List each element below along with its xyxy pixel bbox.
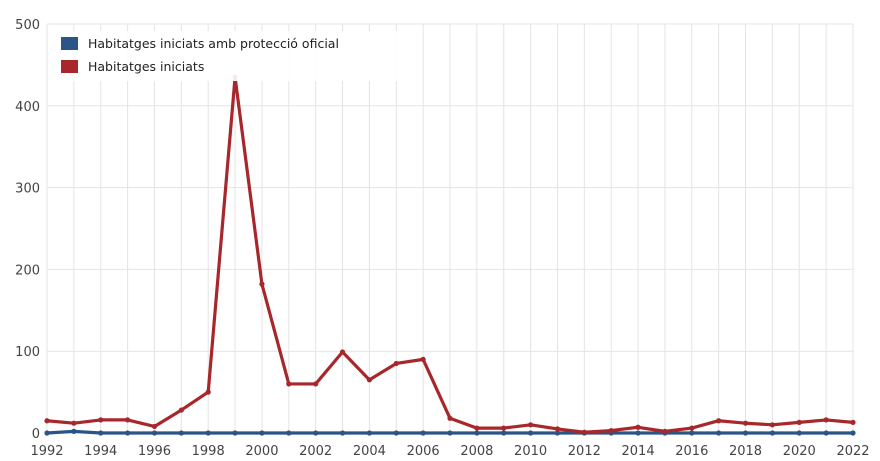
x-tick-label: 2008 <box>460 444 493 457</box>
data-point[interactable] <box>178 430 184 436</box>
data-point[interactable] <box>259 281 265 287</box>
data-point[interactable] <box>850 430 856 436</box>
x-tick-label: 2016 <box>675 444 708 457</box>
x-tick-label: 2010 <box>514 444 547 457</box>
data-point[interactable] <box>44 430 50 436</box>
data-point[interactable] <box>742 430 749 436</box>
data-point[interactable] <box>554 426 561 432</box>
x-tick-label: 2022 <box>836 444 869 457</box>
data-point[interactable] <box>98 417 104 423</box>
data-point[interactable] <box>796 419 802 425</box>
legend-background <box>54 31 399 81</box>
x-tick-label: 2002 <box>299 444 332 457</box>
x-tick-label: 2020 <box>783 444 816 457</box>
data-point[interactable] <box>528 422 534 428</box>
legend-swatch[interactable] <box>61 60 78 73</box>
legend-swatch[interactable] <box>61 37 78 50</box>
series-0 <box>44 428 856 436</box>
data-point[interactable] <box>313 430 319 436</box>
data-point[interactable] <box>393 430 399 436</box>
data-point[interactable] <box>151 430 158 436</box>
series-lines <box>44 74 856 436</box>
y-tick-label: 100 <box>15 345 40 360</box>
data-point[interactable] <box>125 417 131 423</box>
legend-label[interactable]: Habitatges iniciats <box>88 59 204 74</box>
data-point[interactable] <box>339 430 346 436</box>
data-point[interactable] <box>205 430 211 436</box>
legend: Habitatges iniciats amb protecció oficia… <box>54 31 399 81</box>
y-tick-label: 300 <box>15 182 40 197</box>
x-tick-label: 1998 <box>192 444 225 457</box>
data-point[interactable] <box>850 419 856 425</box>
x-tick-label: 1994 <box>84 444 117 457</box>
data-point[interactable] <box>742 420 749 426</box>
x-tick-label: 2006 <box>407 444 440 457</box>
data-point[interactable] <box>339 349 346 355</box>
data-point[interactable] <box>71 420 77 426</box>
data-point[interactable] <box>286 430 292 436</box>
x-tick-label: 2004 <box>353 444 386 457</box>
legend-box: Habitatges iniciats amb protecció oficia… <box>54 31 399 81</box>
x-tick-label: 1996 <box>138 444 171 457</box>
data-point[interactable] <box>501 430 507 436</box>
data-point[interactable] <box>769 430 776 436</box>
x-tick-label: 2018 <box>729 444 762 457</box>
data-point[interactable] <box>286 381 292 387</box>
data-point[interactable] <box>366 377 372 383</box>
data-point[interactable] <box>474 430 480 436</box>
y-tick-label: 400 <box>15 100 40 115</box>
data-point[interactable] <box>716 430 722 436</box>
x-tick-label: 2000 <box>245 444 278 457</box>
data-point[interactable] <box>635 424 641 430</box>
data-point[interactable] <box>447 430 453 436</box>
data-point[interactable] <box>366 430 372 436</box>
grid <box>46 23 854 434</box>
data-point[interactable] <box>393 360 399 367</box>
data-point[interactable] <box>205 389 211 395</box>
data-point[interactable] <box>420 356 426 362</box>
data-point[interactable] <box>447 415 453 421</box>
data-point[interactable] <box>716 418 722 424</box>
data-point[interactable] <box>178 407 184 413</box>
data-point[interactable] <box>259 430 265 436</box>
data-point[interactable] <box>581 429 587 435</box>
data-point[interactable] <box>44 418 50 424</box>
y-tick-label: 500 <box>15 18 40 33</box>
axes: 0 100 200 300 400 500 1992 1994 1996 1998 2000 2002… <box>15 18 869 459</box>
data-point[interactable] <box>608 427 614 434</box>
data-point[interactable] <box>501 425 507 431</box>
data-point[interactable] <box>796 430 802 436</box>
data-point[interactable] <box>528 430 534 436</box>
data-point[interactable] <box>98 430 104 436</box>
data-point[interactable] <box>474 425 480 431</box>
data-point[interactable] <box>71 428 77 434</box>
legend-label[interactable]: Habitatges iniciats amb protecció oficia… <box>88 36 339 51</box>
data-point[interactable] <box>420 430 426 436</box>
data-point[interactable] <box>689 425 695 431</box>
data-point[interactable] <box>554 430 561 436</box>
y-tick-label: 0 <box>32 427 40 442</box>
data-point[interactable] <box>151 423 158 430</box>
data-point[interactable] <box>823 417 829 423</box>
x-tick-label: 2014 <box>622 444 655 457</box>
data-point[interactable] <box>232 430 238 436</box>
x-tick-label: 1992 <box>30 444 63 457</box>
data-point[interactable] <box>823 430 829 436</box>
data-point[interactable] <box>313 381 319 387</box>
data-point[interactable] <box>125 430 131 436</box>
data-point[interactable] <box>769 422 776 428</box>
data-point[interactable] <box>635 430 641 436</box>
y-tick-label: 200 <box>15 263 40 278</box>
x-tick-label: 2012 <box>568 444 601 457</box>
data-point[interactable] <box>662 428 668 434</box>
data-point[interactable] <box>689 430 695 436</box>
